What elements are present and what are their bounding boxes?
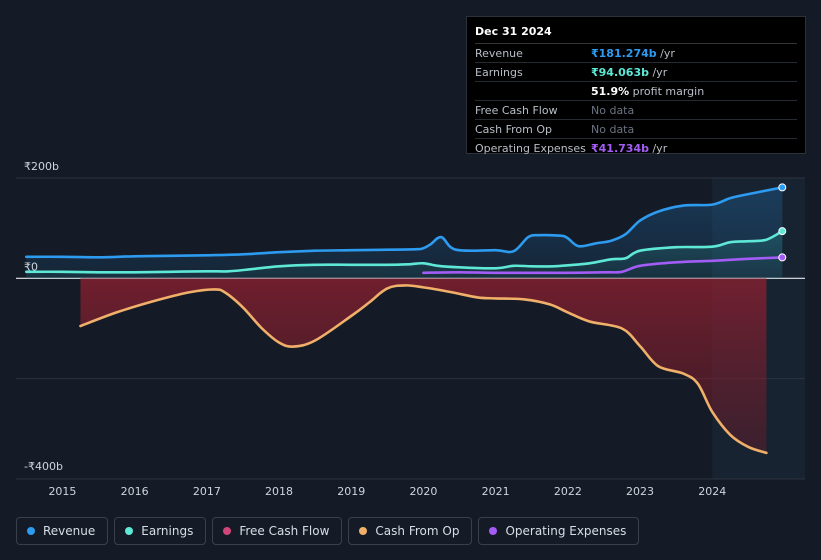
- x-tick-label: 2018: [265, 485, 293, 498]
- earnings-end-point: [778, 227, 787, 236]
- legend-label: Cash From Op: [375, 524, 460, 538]
- x-tick-label: 2024: [698, 485, 726, 498]
- tooltip-unit: /yr: [656, 46, 675, 60]
- y-tick-label: -₹400b: [24, 460, 63, 473]
- legend-revenue[interactable]: Revenue: [16, 517, 109, 545]
- series-end-markers: [778, 183, 787, 262]
- tooltip-row-label: Earnings: [475, 65, 523, 79]
- earnings-dot-icon: [125, 527, 134, 535]
- x-tick-label: 2019: [337, 485, 365, 498]
- tooltip-row: Operating Expenses ₹41.734b /yr: [475, 139, 797, 157]
- x-tick-label: 2023: [626, 485, 654, 498]
- legend-earnings[interactable]: Earnings: [114, 517, 207, 545]
- x-tick-label: 2016: [121, 485, 149, 498]
- earnings-area: [26, 231, 783, 279]
- tooltip-value: No data: [591, 103, 635, 117]
- x-axis-labels: 2015 2016 2017 2018 2019 2020 2021 2022 2023 2024: [48, 485, 726, 498]
- chart-legend: Revenue Earnings Free Cash Flow Cash Fro…: [16, 517, 640, 545]
- tooltip-row-value: ₹41.734b /yr: [591, 142, 667, 155]
- tooltip-value: No data: [591, 122, 635, 136]
- free-cash-flow-dot-icon: [223, 527, 232, 535]
- tooltip-unit: profit margin: [629, 84, 705, 98]
- legend-operating-expenses[interactable]: Operating Expenses: [478, 517, 640, 545]
- y-axis-labels: ₹200b ₹0 -₹400b: [24, 160, 63, 473]
- tooltip-date: Dec 31 2024: [475, 25, 797, 44]
- tooltip-row: Earnings ₹94.063b /yr: [475, 63, 797, 82]
- x-tick-label: 2015: [48, 485, 76, 498]
- tooltip-row-label: Revenue: [475, 46, 523, 60]
- tooltip-row: Revenue ₹181.274b /yr: [475, 44, 797, 63]
- financial-chart: ₹200b₹0-₹400b 2015 2016 2017 2018 2019 2020 20…: [16, 160, 805, 498]
- operating-expenses-end-point: [778, 253, 787, 262]
- x-tick-label: 2020: [409, 485, 437, 498]
- tooltip-value: ₹94.063b: [591, 65, 649, 79]
- cash-from-op-dot-icon: [359, 527, 368, 535]
- tooltip-row: Cash From Op No data: [475, 120, 797, 139]
- series-lines: [25, 186, 784, 455]
- x-tick-label: 2022: [554, 485, 582, 498]
- x-tick-label: 2017: [193, 485, 221, 498]
- tooltip-value: ₹41.734b: [591, 141, 649, 155]
- tooltip-value: 51.9%: [591, 84, 630, 98]
- tooltip-unit: /yr: [648, 141, 668, 155]
- revenue-dot-icon: [27, 527, 35, 535]
- legend-label: Operating Expenses: [505, 524, 627, 538]
- series-areas: [26, 187, 783, 453]
- tooltip-row-label: Free Cash Flow: [475, 103, 558, 117]
- tooltip-row-value: 51.9% profit margin: [591, 85, 704, 98]
- operating-expenses-line: [422, 256, 784, 275]
- data-tooltip: Dec 31 2024 Revenue ₹181.274b /yr Earnings…: [466, 16, 806, 157]
- legend-free-cash-flow[interactable]: Free Cash Flow: [212, 517, 343, 545]
- legend-label: Revenue: [43, 524, 96, 538]
- revenue-line: [25, 186, 784, 259]
- legend-cash-from-op[interactable]: Cash From Op: [348, 517, 473, 545]
- y-tick-label: ₹200b: [24, 160, 59, 173]
- tooltip-row-value: No data: [591, 123, 634, 136]
- tooltip-row-value: ₹94.063b /yr: [591, 66, 667, 79]
- tooltip-unit: /yr: [648, 65, 668, 79]
- y-tick-label: ₹0: [24, 260, 38, 273]
- cash-from-op-area: [80, 278, 767, 453]
- operating-expenses-dot-icon: [489, 527, 498, 535]
- tooltip-value: ₹181.274b: [591, 46, 657, 60]
- earnings-line: [25, 229, 784, 274]
- tooltip-row-value: ₹181.274b /yr: [591, 47, 675, 60]
- legend-label: Free Cash Flow: [239, 524, 330, 538]
- cash-from-op-line: [79, 284, 768, 455]
- tooltip-row-label: Operating Expenses: [475, 141, 586, 155]
- tooltip-row-label: Cash From Op: [475, 122, 553, 136]
- tooltip-row-value: No data: [591, 104, 634, 117]
- legend-label: Earnings: [141, 524, 194, 538]
- x-tick-label: 2021: [482, 485, 510, 498]
- tooltip-row: 51.9% profit margin: [475, 82, 797, 101]
- tooltip-row: Free Cash Flow No data: [475, 101, 797, 120]
- revenue-end-point: [778, 183, 787, 192]
